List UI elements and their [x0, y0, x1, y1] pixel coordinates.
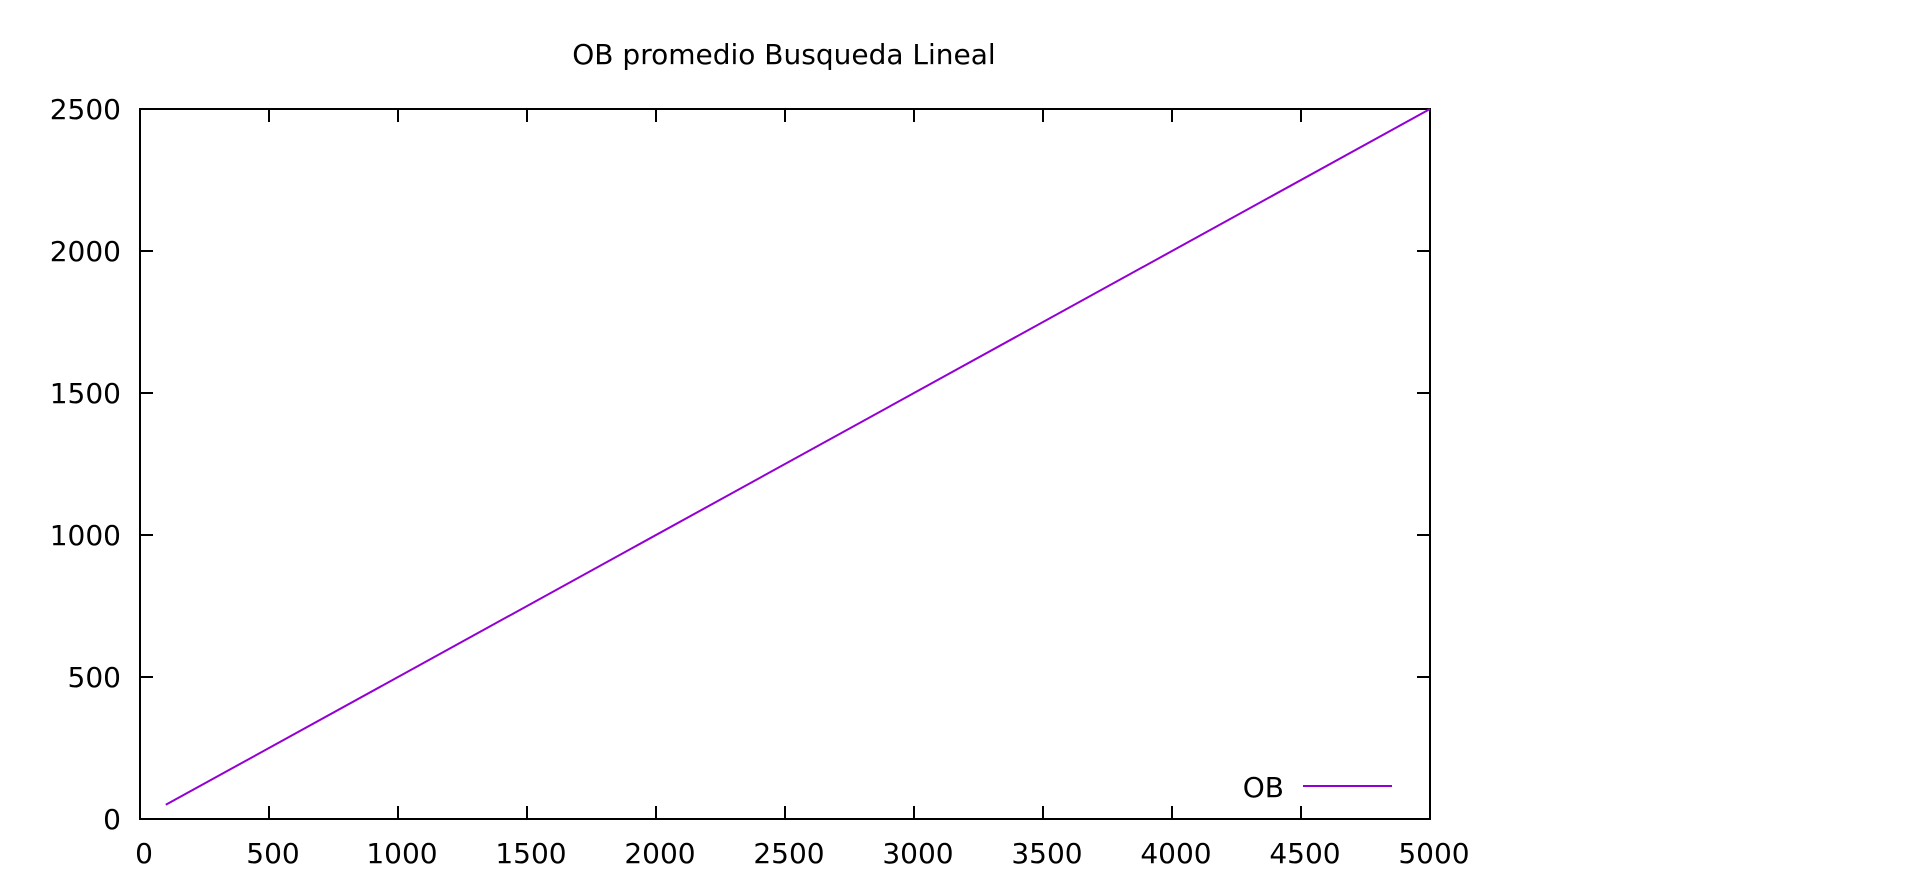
y-axis: 0 500 1000 1500 2000 2500 [50, 93, 1430, 836]
y-tick-label: 1500 [50, 377, 121, 410]
x-axis: 0 500 1000 1500 2000 2500 3000 3500 4000 4500 5000 [135, 109, 1470, 870]
legend: OB [1243, 771, 1392, 804]
y-tick-label: 2000 [50, 235, 121, 268]
x-tick-label: 3500 [1011, 837, 1082, 870]
series-layer [165, 108, 1431, 806]
y-tick-label: 1000 [50, 519, 121, 552]
x-tick-label: 0 [135, 837, 153, 870]
y-tick-label: 0 [103, 803, 121, 836]
x-tick-label: 2500 [753, 837, 824, 870]
series-line-ob [165, 108, 1431, 806]
x-tick-label: 1500 [495, 837, 566, 870]
x-tick-label: 4500 [1269, 837, 1340, 870]
x-tick-label: 5000 [1398, 837, 1469, 870]
x-tick-label: 2000 [624, 837, 695, 870]
x-tick-label: 500 [246, 837, 299, 870]
chart-title: OB promedio Busqueda Lineal [572, 38, 995, 71]
x-tick-label: 4000 [1140, 837, 1211, 870]
y-tick-label: 2500 [50, 93, 121, 126]
x-tick-label: 1000 [366, 837, 437, 870]
x-tick-label: 3000 [882, 837, 953, 870]
legend-label-ob: OB [1243, 771, 1284, 804]
y-tick-label: 500 [68, 661, 121, 694]
